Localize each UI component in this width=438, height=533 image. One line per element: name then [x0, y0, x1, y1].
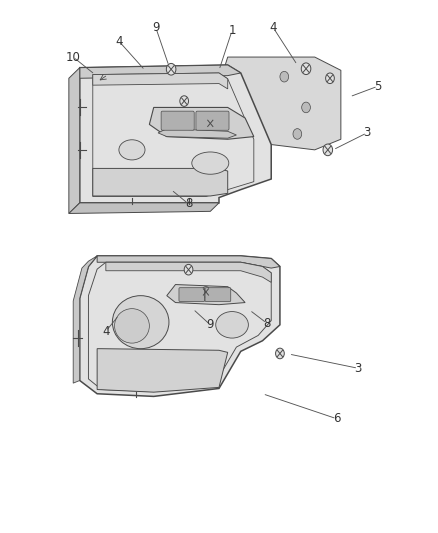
Polygon shape	[80, 65, 271, 203]
Polygon shape	[80, 256, 280, 397]
Circle shape	[302, 102, 311, 113]
FancyBboxPatch shape	[196, 111, 229, 130]
Text: 8: 8	[263, 317, 271, 330]
FancyBboxPatch shape	[179, 288, 205, 302]
Circle shape	[276, 348, 284, 359]
Circle shape	[325, 73, 334, 84]
Text: 6: 6	[333, 412, 340, 425]
FancyBboxPatch shape	[205, 288, 231, 302]
Text: 3: 3	[363, 126, 371, 140]
FancyBboxPatch shape	[161, 111, 194, 130]
Polygon shape	[69, 68, 80, 214]
Circle shape	[184, 264, 193, 275]
Ellipse shape	[113, 296, 169, 349]
Text: 1: 1	[228, 24, 236, 37]
Text: 10: 10	[66, 51, 81, 63]
Circle shape	[280, 71, 289, 82]
Polygon shape	[97, 256, 280, 268]
Polygon shape	[93, 73, 228, 89]
Polygon shape	[69, 203, 219, 214]
Polygon shape	[158, 128, 237, 138]
Circle shape	[206, 118, 215, 128]
Text: 9: 9	[207, 318, 214, 332]
Polygon shape	[80, 65, 241, 78]
Polygon shape	[210, 57, 341, 150]
Ellipse shape	[216, 312, 248, 338]
Circle shape	[323, 144, 332, 156]
Ellipse shape	[115, 309, 149, 343]
Circle shape	[301, 63, 311, 75]
Circle shape	[293, 128, 302, 139]
Polygon shape	[73, 256, 97, 383]
Text: 5: 5	[374, 80, 381, 93]
Text: 4: 4	[115, 35, 123, 47]
Text: 9: 9	[152, 21, 159, 35]
Circle shape	[180, 96, 188, 107]
Text: 8: 8	[185, 197, 192, 211]
Circle shape	[201, 287, 210, 297]
Text: 3: 3	[355, 362, 362, 375]
Polygon shape	[93, 168, 228, 196]
Polygon shape	[167, 285, 245, 305]
Text: 4: 4	[270, 21, 277, 35]
Circle shape	[166, 63, 176, 75]
Text: 4: 4	[102, 325, 110, 338]
Polygon shape	[97, 349, 228, 392]
Polygon shape	[149, 108, 254, 139]
Ellipse shape	[119, 140, 145, 160]
Ellipse shape	[192, 152, 229, 174]
Polygon shape	[106, 262, 271, 282]
